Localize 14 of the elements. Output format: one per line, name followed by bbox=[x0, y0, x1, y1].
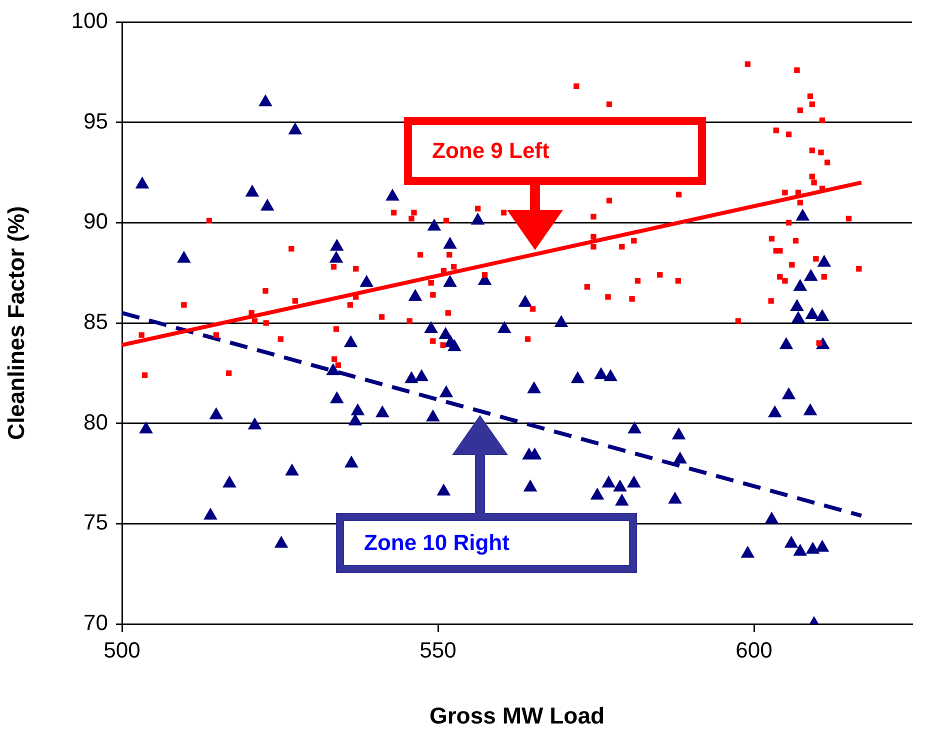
x-tick-label: 600 bbox=[736, 637, 772, 662]
x-tick-label: 500 bbox=[104, 637, 140, 662]
x-axis-title: Gross MW Load bbox=[429, 702, 605, 729]
y-tick-label: 75 bbox=[84, 510, 108, 535]
y-tick-label: 90 bbox=[84, 208, 108, 234]
y-axis-title: Cleanlines Factor (%) bbox=[3, 206, 30, 440]
y-tick-label: 85 bbox=[84, 309, 108, 334]
y-tick-label: 70 bbox=[84, 610, 108, 636]
annotation: Zone 9 Left bbox=[432, 138, 550, 164]
y-tick-label: 80 bbox=[84, 409, 108, 434]
y-tick-label: 95 bbox=[84, 108, 108, 134]
x-tick-label: 550 bbox=[420, 637, 456, 662]
annotation: Zone 10 Right bbox=[364, 530, 510, 556]
y-tick-label: 100 bbox=[71, 8, 108, 34]
